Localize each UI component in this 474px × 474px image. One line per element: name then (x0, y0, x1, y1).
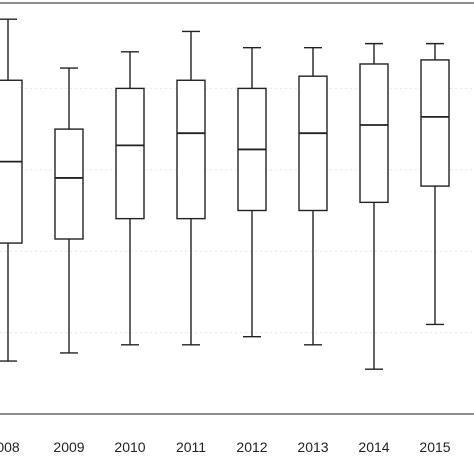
grid-layer (0, 87, 474, 334)
x-tick-label-2008: 008 (0, 439, 20, 455)
x-tick-label-2013: 2013 (297, 439, 328, 455)
iqr-box-2011 (176, 79, 206, 220)
box-group-2013 (298, 47, 328, 346)
x-tick-label-2012: 2012 (236, 439, 267, 455)
iqr-box-2014 (359, 63, 389, 204)
box-group-2010 (115, 51, 145, 346)
boxes-layer (0, 18, 450, 370)
x-tick-label-2015: 2015 (419, 439, 450, 455)
x-tick-label-2011: 2011 (176, 439, 206, 455)
box-group-2014 (359, 42, 389, 370)
x-tick-label-2010: 2010 (114, 439, 145, 455)
iqr-box-2013 (298, 75, 328, 212)
box-group-2008 (0, 18, 23, 362)
box-group-2011 (176, 30, 206, 346)
iqr-box-2010 (115, 87, 145, 220)
x-tick-label-2014: 2014 (358, 439, 389, 455)
iqr-box-2015 (420, 59, 450, 187)
box-group-2009 (54, 67, 84, 354)
x-tick-labels: 00820092010201120122013201420152 (0, 439, 451, 455)
iqr-box-2009 (54, 128, 84, 240)
box-group-2015 (420, 42, 450, 326)
box-group-2012 (237, 47, 267, 338)
x-tick-label-2009: 2009 (53, 439, 84, 455)
